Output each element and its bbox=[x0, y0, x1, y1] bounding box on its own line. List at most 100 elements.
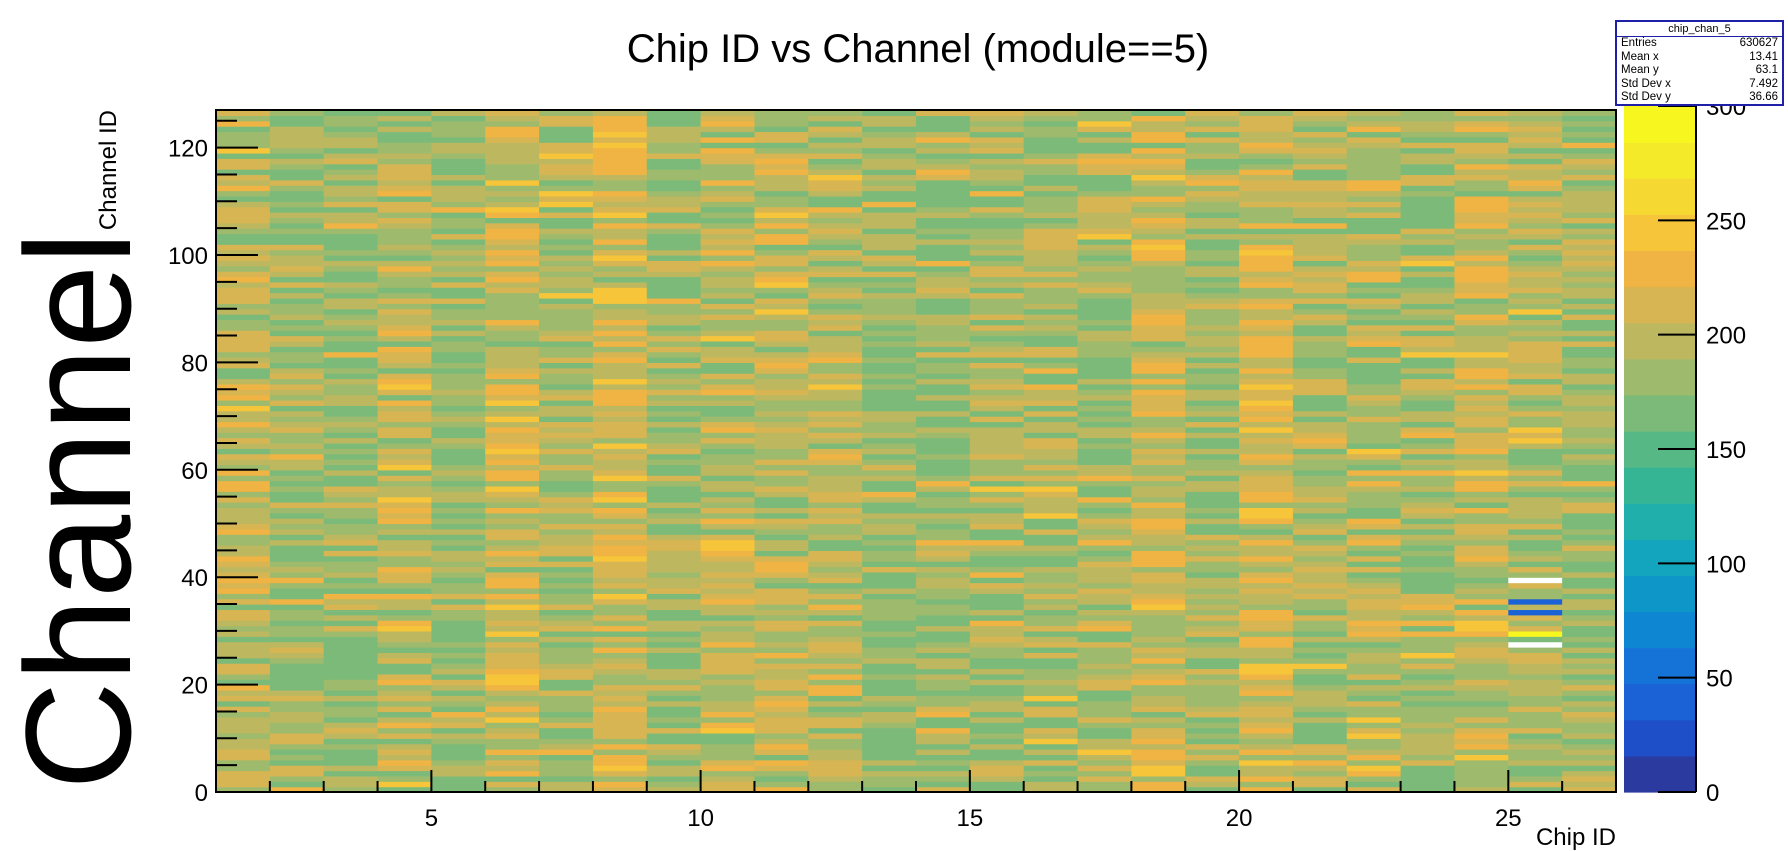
heatmap-cell bbox=[216, 271, 271, 278]
heatmap-cell bbox=[1077, 781, 1132, 788]
heatmap-cell bbox=[862, 195, 917, 202]
heatmap-cell bbox=[754, 781, 809, 788]
heatmap-cell bbox=[862, 625, 917, 632]
heatmap-cell bbox=[754, 609, 809, 616]
heatmap-cell bbox=[323, 324, 379, 331]
colorbar-segment bbox=[1624, 394, 1696, 432]
heatmap-cell bbox=[1400, 555, 1456, 562]
heatmap-cell bbox=[539, 630, 594, 637]
heatmap-cell bbox=[1454, 367, 1509, 374]
heatmap-cell bbox=[431, 700, 486, 707]
heatmap-cell bbox=[1023, 442, 1079, 449]
heatmap-cell bbox=[431, 614, 486, 621]
heatmap-cell bbox=[1562, 271, 1617, 278]
heatmap-cell bbox=[646, 566, 702, 573]
heatmap-cell bbox=[1023, 528, 1079, 535]
heatmap-cell bbox=[1508, 620, 1563, 627]
heatmap-cell bbox=[1508, 357, 1563, 363]
heatmap-cell bbox=[862, 244, 917, 251]
heatmap-cell bbox=[700, 142, 756, 149]
heatmap-cell bbox=[216, 410, 271, 417]
heatmap-cell bbox=[1454, 566, 1509, 573]
heatmap-cell bbox=[1292, 485, 1348, 492]
heatmap-cell bbox=[1454, 378, 1509, 385]
heatmap-cell bbox=[1454, 614, 1509, 621]
heatmap-cell bbox=[1023, 749, 1079, 756]
heatmap-cell bbox=[1239, 136, 1294, 143]
heatmap-cell bbox=[1400, 389, 1456, 396]
heatmap-cell bbox=[969, 765, 1025, 772]
heatmap-cell bbox=[1185, 749, 1240, 756]
heatmap-cell bbox=[485, 706, 540, 713]
heatmap-cell bbox=[592, 673, 648, 680]
heatmap-cell bbox=[1292, 115, 1348, 122]
heatmap-cell bbox=[539, 206, 594, 213]
heatmap-cell bbox=[485, 738, 540, 745]
heatmap-cell bbox=[808, 351, 863, 358]
heatmap-cell bbox=[1239, 480, 1294, 487]
heatmap-cell bbox=[377, 265, 432, 272]
heatmap-cell bbox=[1400, 561, 1456, 568]
heatmap-cell bbox=[1077, 437, 1132, 444]
heatmap-cell bbox=[485, 555, 540, 562]
heatmap-cell bbox=[1346, 346, 1402, 353]
heatmap-cell bbox=[1292, 373, 1348, 380]
heatmap-cell bbox=[1292, 512, 1348, 519]
heatmap-cell bbox=[969, 217, 1025, 224]
heatmap-cell bbox=[700, 668, 756, 675]
heatmap-cell bbox=[539, 120, 594, 127]
heatmap-cell bbox=[1562, 244, 1617, 251]
heatmap-cell bbox=[916, 314, 971, 321]
heatmap-cell bbox=[862, 469, 917, 476]
heatmap-cell bbox=[323, 378, 379, 385]
heatmap-cell bbox=[1131, 222, 1186, 229]
heatmap-cell bbox=[1239, 432, 1294, 439]
heatmap-cell bbox=[1508, 158, 1563, 165]
heatmap-cell bbox=[1185, 367, 1240, 374]
heatmap-cell bbox=[862, 550, 917, 557]
heatmap-cell bbox=[916, 598, 971, 605]
heatmap-cell bbox=[808, 147, 863, 154]
heatmap-cell bbox=[916, 110, 971, 116]
heatmap-cell bbox=[216, 749, 271, 756]
heatmap-cell bbox=[216, 459, 271, 466]
heatmap-cell bbox=[754, 206, 809, 213]
heatmap-cell bbox=[323, 271, 379, 278]
heatmap-cell bbox=[1508, 432, 1563, 439]
heatmap-cell bbox=[1185, 480, 1240, 487]
heatmap-cell bbox=[323, 786, 379, 793]
heatmap-cell bbox=[1400, 421, 1456, 428]
heatmap-cell bbox=[1292, 222, 1348, 229]
heatmap-cell bbox=[1454, 469, 1509, 476]
heatmap-cell bbox=[969, 287, 1025, 294]
heatmap-cell bbox=[700, 335, 756, 342]
heatmap-cell bbox=[1239, 765, 1294, 772]
heatmap-cell bbox=[969, 351, 1025, 358]
heatmap-cell bbox=[646, 668, 702, 675]
colorbar-tick-label: 100 bbox=[1706, 551, 1746, 578]
heatmap-cell bbox=[539, 383, 594, 390]
heatmap-cell bbox=[323, 561, 379, 568]
heatmap-cell bbox=[916, 689, 971, 696]
heatmap-cell bbox=[700, 657, 756, 664]
heatmap-cell bbox=[1454, 673, 1509, 680]
heatmap-cell bbox=[1239, 732, 1294, 739]
heatmap-cell bbox=[916, 442, 971, 449]
heatmap-cell bbox=[700, 373, 756, 380]
heatmap-cell bbox=[700, 727, 756, 734]
heatmap-cell bbox=[1346, 147, 1402, 154]
heatmap-cell bbox=[1023, 641, 1079, 648]
heatmap-cell bbox=[323, 367, 379, 374]
heatmap-cell bbox=[646, 555, 702, 562]
heatmap-cell bbox=[1077, 679, 1132, 686]
heatmap-cell bbox=[269, 668, 325, 675]
heatmap-cell bbox=[592, 228, 648, 235]
heatmap-cell bbox=[700, 319, 756, 326]
heatmap-cell bbox=[1292, 496, 1348, 503]
heatmap-cell bbox=[1077, 222, 1132, 229]
heatmap-cell bbox=[1562, 480, 1617, 487]
heatmap-cell bbox=[916, 550, 971, 557]
heatmap-cell bbox=[1346, 528, 1402, 535]
y-tick-label: 80 bbox=[181, 350, 208, 377]
